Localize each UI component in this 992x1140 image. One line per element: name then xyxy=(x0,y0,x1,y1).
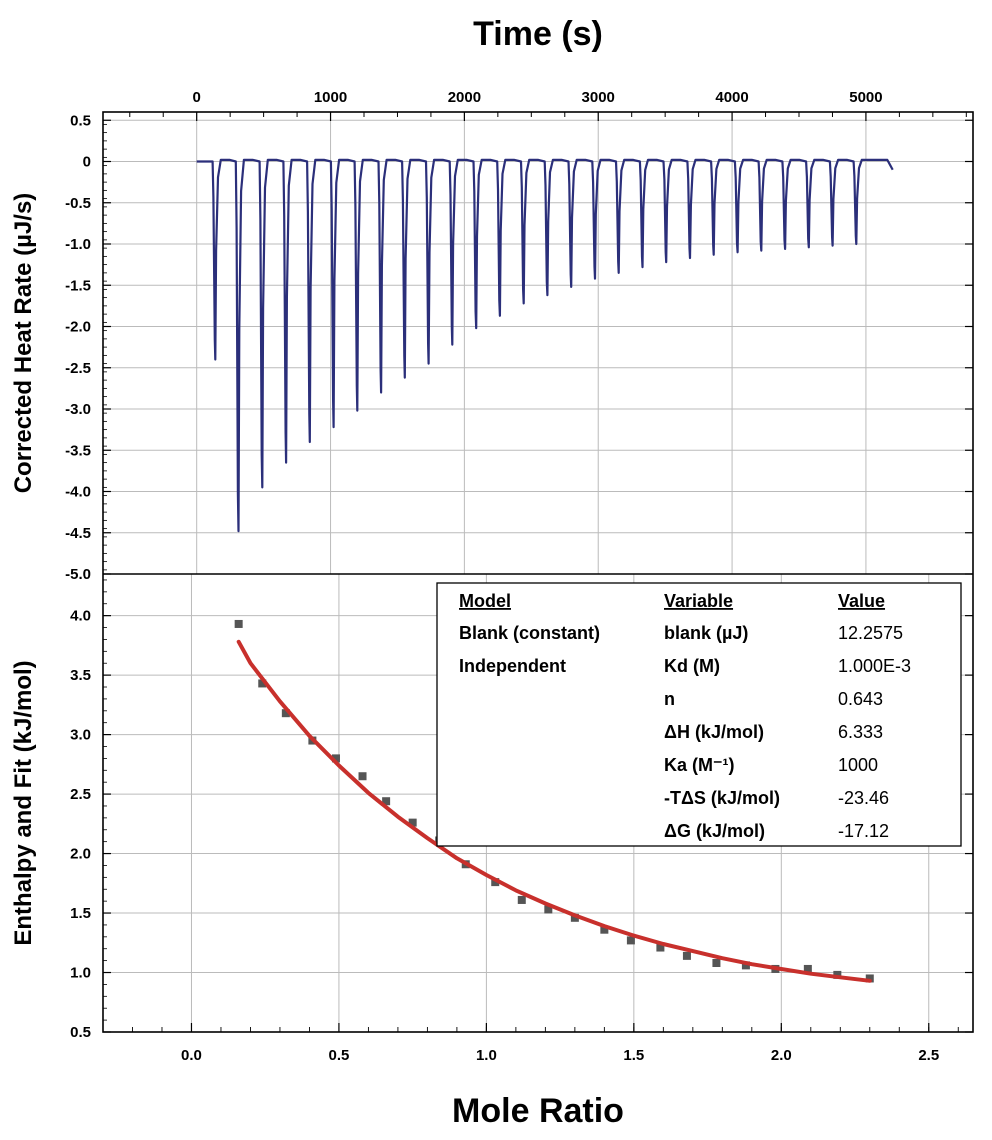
enthalpy-x-tick-label: 2.5 xyxy=(918,1047,939,1064)
top-x-tick-label: 5000 xyxy=(849,89,882,106)
results-table-box xyxy=(436,582,962,847)
enthalpy-y-tick-label: 1.5 xyxy=(70,905,91,922)
enthalpy-y-tick-label: 0.5 xyxy=(70,1024,91,1041)
enthalpy-point xyxy=(803,964,812,973)
thermogram-y-axis-label: Corrected Heat Rate (µJ/s) xyxy=(10,193,37,494)
enthalpy-y-tick-label: 3.0 xyxy=(70,727,91,744)
results-table-cell: blank (µJ) xyxy=(664,623,748,643)
enthalpy-point xyxy=(600,925,609,934)
results-table-cell: 12.2575 xyxy=(838,623,903,643)
results-table-cell: ΔH (kJ/mol) xyxy=(664,722,764,742)
enthalpy-point xyxy=(234,619,243,628)
enthalpy-point xyxy=(741,961,750,970)
thermogram-y-tick-label: -3.0 xyxy=(65,401,91,418)
enthalpy-x-tick-label: 0.0 xyxy=(181,1047,202,1064)
results-table-cell: n xyxy=(664,689,675,709)
top-axis-title: Time (s) xyxy=(473,15,603,53)
thermogram-y-tick-label: 0 xyxy=(83,154,91,171)
results-table-cell: -TΔS (kJ/mol) xyxy=(664,788,780,808)
enthalpy-point xyxy=(491,878,500,887)
enthalpy-x-tick-label: 2.0 xyxy=(771,1047,792,1064)
enthalpy-point xyxy=(656,943,665,952)
thermogram-y-tick-label: -0.5 xyxy=(65,195,91,212)
thermogram-y-tick-label: -2.5 xyxy=(65,360,91,377)
enthalpy-y-tick-label: 2.0 xyxy=(70,846,91,863)
thermogram-y-tick-label: -3.5 xyxy=(65,442,91,459)
enthalpy-point xyxy=(358,772,367,781)
enthalpy-point xyxy=(570,913,579,922)
enthalpy-ticks: 0.0 0.5 1.0 1.5 2.0 2.5 0.5 1.0 1.5 2.0 2.5 3.0 3.5 4… xyxy=(70,579,973,1064)
results-table-cell: 1.000E-3 xyxy=(838,656,911,676)
results-table-header: Value xyxy=(838,591,885,611)
results-table: Model Variable Value Blank (constant) blank … xyxy=(436,582,962,847)
thermogram-y-tick-label: -5.0 xyxy=(65,566,91,583)
results-table-cell: Ka (M⁻¹) xyxy=(664,755,735,775)
enthalpy-point xyxy=(331,754,340,763)
enthalpy-y-tick-label: 1.0 xyxy=(70,965,91,982)
thermogram-ticks: 0.5 0 -0.5 -1.0 -1.5 -2.0 -2.5 -3.0 -3.5 -4.0 -4.5… xyxy=(65,112,973,583)
thermogram-series-line xyxy=(196,158,894,533)
thermogram-panel: 0.5 0 -0.5 -1.0 -1.5 -2.0 -2.5 -3.0 -3.5 -4.0 -4.5… xyxy=(65,112,973,583)
plot-frame xyxy=(102,111,974,1033)
thermogram-y-tick-label: -2.0 xyxy=(65,319,91,336)
enthalpy-point xyxy=(712,959,721,968)
fit-curve-line xyxy=(236,639,872,983)
results-table-cell: Kd (M) xyxy=(664,656,720,676)
results-table-cell: Blank (constant) xyxy=(459,623,600,643)
results-table-cell: Independent xyxy=(459,656,566,676)
enthalpy-point xyxy=(281,709,290,718)
thermogram-y-tick-label: 0.5 xyxy=(70,112,91,129)
results-table-header: Model xyxy=(459,591,511,611)
enthalpy-point xyxy=(517,895,526,904)
enthalpy-x-tick-label: 0.5 xyxy=(329,1047,350,1064)
enthalpy-point xyxy=(258,679,267,688)
enthalpy-y-tick-label: 4.0 xyxy=(70,608,91,625)
enthalpy-x-tick-label: 1.0 xyxy=(476,1047,497,1064)
results-table-cell: -23.46 xyxy=(838,788,889,808)
enthalpy-y-tick-label: 2.5 xyxy=(70,786,91,803)
thermogram-grid xyxy=(103,112,973,575)
thermogram-y-tick-label: -4.5 xyxy=(65,525,91,542)
top-x-tick-label: 0 xyxy=(193,89,201,106)
enthalpy-panel: 0.0 0.5 1.0 1.5 2.0 2.5 0.5 1.0 1.5 2.0 2.5 3.0 3.5 4… xyxy=(70,574,973,1064)
results-table-header: Variable xyxy=(664,591,733,611)
top-x-tick-label: 2000 xyxy=(448,89,481,106)
enthalpy-point xyxy=(544,905,553,914)
enthalpy-point xyxy=(382,797,391,806)
results-table-cell: 1000 xyxy=(838,755,878,775)
top-x-tick-label: 3000 xyxy=(582,89,615,106)
enthalpy-point xyxy=(833,970,842,979)
enthalpy-point xyxy=(865,974,874,983)
enthalpy-y-axis-label: Enthalpy and Fit (kJ/mol) xyxy=(10,660,37,945)
thermogram-y-tick-label: -4.0 xyxy=(65,484,91,501)
results-table-cell: 6.333 xyxy=(838,722,883,742)
thermogram-y-tick-label: -1.5 xyxy=(65,277,91,294)
enthalpy-point xyxy=(626,936,635,945)
top-x-tick-label: 4000 xyxy=(715,89,748,106)
top-x-tick-label: 1000 xyxy=(314,89,347,106)
results-table-cell: ΔG (kJ/mol) xyxy=(664,821,765,841)
results-table-cell: 0.643 xyxy=(838,689,883,709)
enthalpy-point xyxy=(408,818,417,827)
enthalpy-y-tick-label: 3.5 xyxy=(70,667,91,684)
results-table-cell: -17.12 xyxy=(838,821,889,841)
enthalpy-point xyxy=(682,951,691,960)
bottom-axis-title: Mole Ratio xyxy=(452,1092,624,1130)
top-x-tick-labels: 0 1000 2000 3000 4000 5000 xyxy=(193,89,883,106)
thermogram-y-tick-label: -1.0 xyxy=(65,236,91,253)
enthalpy-x-tick-label: 1.5 xyxy=(623,1047,644,1064)
